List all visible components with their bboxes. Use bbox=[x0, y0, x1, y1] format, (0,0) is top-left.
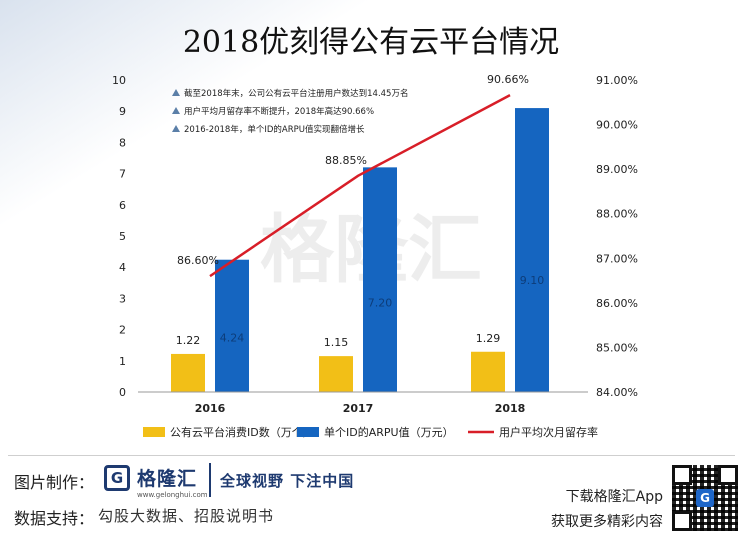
annotation-text: 截至2018年末，公司公有云平台注册用户数达到14.45万名 bbox=[184, 88, 408, 99]
right-axis-tick-label: 85.00% bbox=[596, 341, 638, 354]
consumer-id-bar bbox=[471, 351, 505, 392]
annotation-text: 2016-2018年，单个ID的ARPU值实现翻倍增长 bbox=[184, 124, 365, 135]
right-axis-tick-label: 87.00% bbox=[596, 252, 638, 265]
left-axis-tick-label: 4 bbox=[119, 261, 126, 274]
retention-rate-data-label: 90.66% bbox=[487, 73, 529, 86]
legend-swatch bbox=[143, 427, 165, 437]
legend-swatch bbox=[297, 427, 319, 437]
bar-series: 1.22 1.15 1.29 4.24 7.20 9.10 bbox=[171, 108, 549, 392]
arpu-data-label: 9.10 bbox=[520, 274, 545, 287]
logo-separator bbox=[209, 463, 211, 497]
arpu-data-label: 7.20 bbox=[368, 297, 393, 310]
left-axis-tick-label: 5 bbox=[119, 230, 126, 243]
right-axis-tick-label: 91.00% bbox=[596, 74, 638, 87]
left-axis-tick-label: 10 bbox=[112, 74, 126, 87]
left-axis-tick-label: 0 bbox=[119, 386, 126, 399]
left-axis-tick-label: 7 bbox=[119, 168, 126, 181]
annotation-block: 截至2018年末，公司公有云平台注册用户数达到14.45万名用户平均月留存率不断… bbox=[172, 88, 408, 135]
qr-finder-top-left bbox=[672, 465, 692, 485]
logo-url: www.gelonghui.com bbox=[137, 491, 208, 499]
x-axis-tick-label: 2016 bbox=[195, 402, 226, 415]
retention-rate-line bbox=[209, 94, 511, 278]
x-axis-tick-label: 2017 bbox=[343, 402, 374, 415]
right-axis-tick-label: 90.00% bbox=[596, 119, 638, 132]
gelonghui-logo-icon: G bbox=[104, 465, 130, 491]
right-axis-tick-label: 88.00% bbox=[596, 208, 638, 221]
qr-logo-icon: G bbox=[696, 489, 714, 507]
right-axis-tick-label: 86.00% bbox=[596, 297, 638, 310]
arpu-bar bbox=[515, 108, 549, 392]
arpu-bar bbox=[215, 259, 249, 392]
right-axis-tick-label: 84.00% bbox=[596, 386, 638, 399]
qr-code-icon[interactable]: G bbox=[670, 463, 740, 533]
chart-title: 2018优刻得公有云平台情况 bbox=[183, 25, 559, 60]
footer-divider bbox=[8, 455, 735, 456]
slogan: 全球视野 下注中国 bbox=[220, 472, 355, 490]
credit-label: 图片制作： bbox=[14, 473, 95, 492]
annotation-text: 用户平均月留存率不断提升，2018年高达90.66% bbox=[184, 106, 374, 117]
arpu-data-label: 4.24 bbox=[220, 332, 245, 345]
consumer-id-bar bbox=[171, 353, 205, 392]
left-axis-tick-label: 1 bbox=[119, 355, 126, 368]
x-axis-tick-label: 2018 bbox=[495, 402, 526, 415]
retention-rate-data-label: 86.60% bbox=[177, 254, 219, 267]
consumer-id-data-label: 1.22 bbox=[176, 334, 201, 347]
data-source-label: 数据支持： bbox=[14, 509, 95, 528]
annotation-bullet-icon bbox=[172, 107, 180, 114]
logo-name: 格隆汇 bbox=[137, 468, 198, 490]
legend: 公有云平台消费ID数（万个） 单个ID的ARPU值（万元） 用户平均次月留存率 bbox=[143, 425, 598, 439]
annotation-bullet-icon bbox=[172, 125, 180, 132]
left-axis-tick-label: 3 bbox=[119, 292, 126, 305]
legend-label: 用户平均次月留存率 bbox=[499, 425, 598, 439]
left-axis-tick-label: 2 bbox=[119, 324, 126, 337]
annotation-bullet-icon bbox=[172, 89, 180, 96]
qr-finder-top-right bbox=[718, 465, 738, 485]
right-axis-tick-label: 89.00% bbox=[596, 163, 638, 176]
left-axis: 0 1 2 3 4 5 6 7 8 9 10 bbox=[112, 74, 126, 399]
right-axis: 84.00% 85.00% 86.00% 87.00% 88.00% 89.00% 90.0… bbox=[596, 74, 638, 399]
left-axis-tick-label: 8 bbox=[119, 136, 126, 149]
download-app-text: 下载格隆汇App bbox=[565, 489, 663, 505]
qr-finder-bottom-left bbox=[672, 511, 692, 531]
footer: 图片制作： G 格隆汇 www.gelonghui.com 全球视野 下注中国 … bbox=[0, 455, 743, 537]
arpu-bar bbox=[363, 167, 397, 392]
consumer-id-data-label: 1.15 bbox=[324, 336, 349, 349]
legend-label: 单个ID的ARPU值（万元） bbox=[324, 425, 454, 439]
legend-label: 公有云平台消费ID数（万个） bbox=[170, 425, 314, 439]
x-axis: 2016 2017 2018 bbox=[138, 391, 588, 415]
retention-rate-data-label: 88.85% bbox=[325, 154, 367, 167]
more-content-text: 获取更多精彩内容 bbox=[551, 514, 663, 530]
data-source-value: 勾股大数据、招股说明书 bbox=[98, 507, 275, 525]
left-axis-tick-label: 6 bbox=[119, 199, 126, 212]
consumer-id-bar bbox=[319, 356, 353, 392]
left-axis-tick-label: 9 bbox=[119, 105, 126, 118]
consumer-id-data-label: 1.29 bbox=[476, 332, 501, 345]
line-series: 86.60% 88.85% 90.66% bbox=[177, 73, 529, 278]
